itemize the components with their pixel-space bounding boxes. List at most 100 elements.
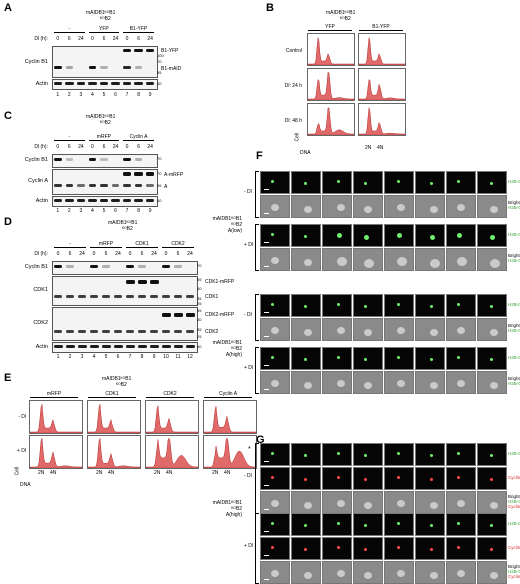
cell-outline xyxy=(364,259,374,268)
blot-band xyxy=(114,330,122,333)
nucleus xyxy=(430,548,433,551)
brightfield-frame xyxy=(260,195,290,218)
cyclin-a-frame xyxy=(415,467,445,490)
lane-number: 10 xyxy=(163,354,169,360)
panel-label-e: E xyxy=(4,372,12,384)
panel-label-d: D xyxy=(4,216,12,228)
cell-outline xyxy=(430,502,438,509)
h2b-gfp-frame xyxy=(415,513,445,536)
blot-d-actin xyxy=(52,342,198,353)
nucleus xyxy=(364,235,369,240)
mw-marker: 35 xyxy=(197,296,202,301)
group-underline xyxy=(123,32,154,33)
lane-number: 9 xyxy=(152,354,156,360)
g-line2: ᴷᴼB2 xyxy=(231,506,242,512)
blot-band xyxy=(53,198,63,202)
genotype-d-1: mAIDB1ᴷᴼB1 xyxy=(108,220,138,226)
blot-band xyxy=(150,295,158,298)
channel-bf-gfp: H2B-GFP xyxy=(508,499,520,504)
blot-band xyxy=(185,313,195,317)
brightfield-frame xyxy=(291,491,321,514)
brightfield-frame xyxy=(415,318,445,341)
panel-label-c: C xyxy=(4,110,12,122)
cell-outline xyxy=(304,259,312,266)
group-underline xyxy=(54,247,86,248)
cyclin-a-frame xyxy=(446,467,476,490)
flow-histogram xyxy=(145,400,199,434)
mw-a-4: 40 xyxy=(157,81,162,86)
channel-bf-rfp: Cyclin A-mRFP xyxy=(508,504,520,509)
blot-band xyxy=(90,330,98,333)
group-label: - xyxy=(68,26,71,32)
lane-number: 6 xyxy=(114,92,117,98)
brightfield-frame xyxy=(384,248,414,271)
cyclin-a-frame xyxy=(415,537,445,560)
h2b-gfp-frame xyxy=(446,224,476,247)
h2b-gfp-frame xyxy=(291,171,321,194)
blot-band xyxy=(90,295,98,298)
cell-outline xyxy=(430,259,440,268)
cell-outline xyxy=(397,204,405,211)
nucleus xyxy=(304,235,307,238)
tick-4n: 4N xyxy=(224,470,231,476)
timepoint-label: 6 xyxy=(176,251,180,257)
brightfield-frame xyxy=(446,248,476,271)
lane-number: 6 xyxy=(116,354,120,360)
channel-h2b: H2B-GFP xyxy=(508,451,520,456)
nucleus xyxy=(397,522,400,525)
panel-label-b: B xyxy=(266,2,274,14)
nucleus xyxy=(457,356,460,359)
blot-band xyxy=(126,295,134,298)
cell-outline xyxy=(304,206,312,213)
cyclin-a-frame xyxy=(291,537,321,560)
h2b-gfp-frame xyxy=(322,347,352,370)
h2b-gfp-frame xyxy=(384,171,414,194)
blot-band xyxy=(100,158,108,161)
lane-number: 11 xyxy=(175,354,181,360)
cell-outline xyxy=(430,329,438,336)
group-label: mRFP xyxy=(96,134,111,140)
h2b-gfp-frame xyxy=(353,224,383,247)
nucleus xyxy=(271,476,274,479)
blot-band xyxy=(134,198,143,202)
f-g2-line1: mAIDB1ᴷᴼB1 xyxy=(212,340,242,346)
h2b-gfp-frame xyxy=(446,513,476,536)
channel-bf: Brightfield xyxy=(508,200,520,205)
cell-outline xyxy=(397,257,407,266)
brightfield-frame xyxy=(415,491,445,514)
blot-band xyxy=(134,49,143,52)
annot-cdk2: CDK2 xyxy=(205,329,219,335)
condition-bracket xyxy=(255,294,259,341)
cell-outline xyxy=(364,572,372,579)
h2b-gfp-frame xyxy=(477,347,507,370)
blot-band xyxy=(134,158,143,161)
cell-outline xyxy=(490,572,498,579)
blot-band xyxy=(146,184,154,187)
brightfield-frame xyxy=(384,561,414,584)
blot-band xyxy=(65,344,75,348)
nucleus xyxy=(304,524,307,527)
cell-outline xyxy=(304,329,312,336)
group-label: Cyclin A xyxy=(129,134,148,140)
nucleus xyxy=(271,303,274,306)
h2b-gfp-frame xyxy=(477,224,507,247)
blot-band xyxy=(102,265,110,268)
nucleus xyxy=(304,478,307,481)
blot-band xyxy=(78,295,86,298)
blot-band xyxy=(126,265,134,268)
genotype-e-1: mAIDB1ᴷᴼB1 xyxy=(102,376,132,382)
mw-c-3: 55 xyxy=(157,183,162,188)
cell-outline xyxy=(337,570,345,577)
h2b-gfp-frame xyxy=(384,443,414,466)
panel-label-a: A xyxy=(4,2,12,14)
tick-2n: 2N xyxy=(38,470,45,476)
cell-outline xyxy=(397,500,405,507)
blot-band xyxy=(186,330,194,333)
timepoint-label: 24 xyxy=(115,251,121,257)
brightfield-frame xyxy=(353,248,383,271)
nucleus xyxy=(430,358,433,361)
condition-label: - Dl xyxy=(244,473,252,479)
row-label-d-cdk1: CDK1 xyxy=(33,287,48,293)
flow-histogram xyxy=(307,68,355,101)
blot-band xyxy=(88,158,97,161)
